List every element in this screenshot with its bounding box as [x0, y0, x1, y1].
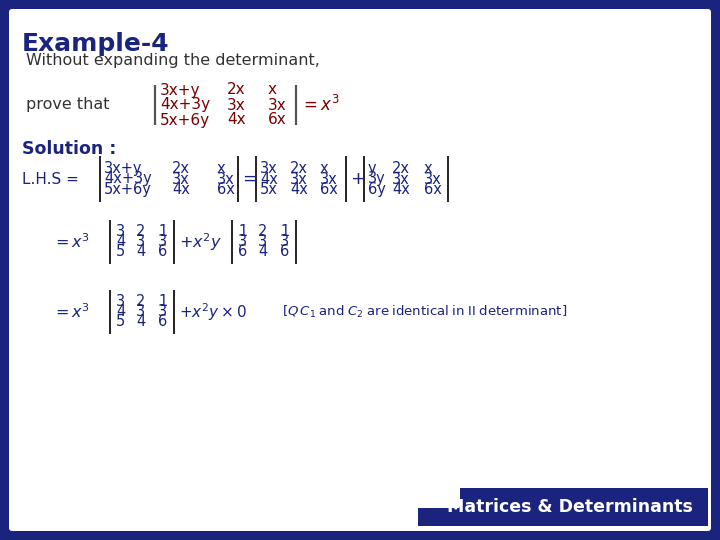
Text: 4: 4 — [258, 245, 267, 260]
Text: 3: 3 — [136, 305, 145, 320]
Text: 6x: 6x — [424, 182, 442, 197]
Text: 3: 3 — [258, 234, 267, 249]
Text: 6y: 6y — [368, 182, 386, 197]
Text: 3: 3 — [136, 234, 145, 249]
Text: 4x: 4x — [172, 182, 190, 197]
Text: 4x+3y: 4x+3y — [104, 172, 152, 186]
Text: 6x: 6x — [217, 182, 235, 197]
Text: Solution :: Solution : — [22, 140, 117, 158]
Text: 4x+3y: 4x+3y — [160, 98, 210, 112]
FancyBboxPatch shape — [9, 9, 711, 531]
Text: 2x: 2x — [227, 83, 246, 98]
Text: 3: 3 — [158, 305, 167, 320]
Text: 4x: 4x — [227, 112, 246, 127]
Text: 6: 6 — [158, 314, 167, 329]
Text: 6x: 6x — [268, 112, 287, 127]
Text: Matrices & Determinants: Matrices & Determinants — [447, 498, 693, 516]
Text: 3x: 3x — [227, 98, 246, 112]
FancyBboxPatch shape — [430, 488, 708, 526]
Text: 3y: 3y — [368, 172, 386, 186]
Text: $= x^3$: $= x^3$ — [52, 233, 90, 251]
Text: 3x: 3x — [217, 172, 235, 186]
Text: x: x — [268, 83, 277, 98]
Text: 5x+6y: 5x+6y — [104, 182, 152, 197]
Text: $+x^2y\times 0$: $+x^2y\times 0$ — [179, 301, 247, 323]
Text: $+ x^2y$: $+ x^2y$ — [179, 231, 222, 253]
Text: y: y — [368, 161, 377, 176]
Text: 4x: 4x — [392, 182, 410, 197]
Text: 3x: 3x — [260, 161, 278, 176]
Text: 3x+y: 3x+y — [104, 161, 143, 176]
Text: x: x — [320, 161, 328, 176]
FancyBboxPatch shape — [416, 486, 460, 508]
Text: 2x: 2x — [392, 161, 410, 176]
Text: 3x: 3x — [320, 172, 338, 186]
Text: 3x: 3x — [424, 172, 442, 186]
Text: 3x: 3x — [392, 172, 410, 186]
Text: 4x: 4x — [260, 172, 278, 186]
Text: 1: 1 — [158, 294, 167, 309]
Text: 3x: 3x — [290, 172, 307, 186]
Text: $[Q\,C_1\;\mathrm{and}\;C_2\;\mathrm{are\;identical\;in\;II\;determinant]}$: $[Q\,C_1\;\mathrm{and}\;C_2\;\mathrm{are… — [282, 304, 567, 320]
Text: $= x^3$: $= x^3$ — [52, 302, 90, 321]
Text: 3: 3 — [116, 294, 125, 309]
Text: 2x: 2x — [290, 161, 308, 176]
Text: 1: 1 — [158, 225, 167, 240]
Text: 3: 3 — [158, 234, 167, 249]
Text: 3: 3 — [280, 234, 289, 249]
Text: 3: 3 — [238, 234, 247, 249]
Text: $= x^3$: $= x^3$ — [300, 95, 340, 115]
Text: 6: 6 — [238, 245, 247, 260]
Text: 2: 2 — [136, 225, 145, 240]
Text: 3x: 3x — [172, 172, 190, 186]
Text: =: = — [242, 170, 257, 188]
Text: 6: 6 — [158, 245, 167, 260]
Text: L.H.S =: L.H.S = — [22, 172, 79, 186]
Text: 5: 5 — [116, 314, 125, 329]
Text: 5x: 5x — [260, 182, 278, 197]
Text: 1: 1 — [238, 225, 247, 240]
Text: 3: 3 — [116, 225, 125, 240]
Text: 5x+6y: 5x+6y — [160, 112, 210, 127]
Text: x: x — [424, 161, 433, 176]
Text: 4: 4 — [116, 234, 125, 249]
Text: 6: 6 — [280, 245, 289, 260]
Text: Without expanding the determinant,: Without expanding the determinant, — [26, 53, 320, 68]
Text: +: + — [350, 170, 365, 188]
Text: 6x: 6x — [320, 182, 338, 197]
Text: 2x: 2x — [172, 161, 190, 176]
Text: 4: 4 — [136, 314, 145, 329]
Text: prove that: prove that — [26, 98, 109, 112]
Text: 1: 1 — [280, 225, 289, 240]
Text: 4: 4 — [116, 305, 125, 320]
Text: Example-4: Example-4 — [22, 32, 170, 56]
Text: 4: 4 — [136, 245, 145, 260]
Text: 3x+y: 3x+y — [160, 83, 200, 98]
Text: x: x — [217, 161, 225, 176]
Text: 2: 2 — [136, 294, 145, 309]
Text: 3x: 3x — [268, 98, 287, 112]
FancyBboxPatch shape — [418, 488, 708, 526]
Text: 2: 2 — [258, 225, 267, 240]
Text: 4x: 4x — [290, 182, 308, 197]
Polygon shape — [420, 488, 708, 526]
Text: 5: 5 — [116, 245, 125, 260]
